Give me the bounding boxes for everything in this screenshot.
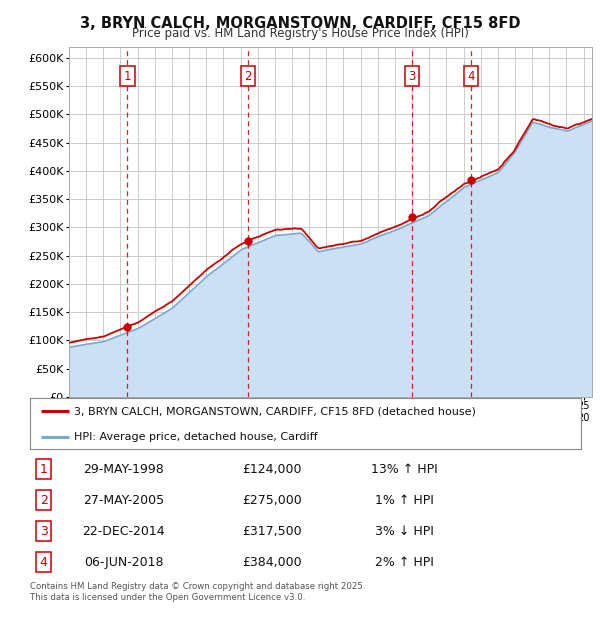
Text: 22-DEC-2014: 22-DEC-2014 (82, 525, 165, 538)
Text: 1: 1 (124, 70, 131, 83)
Text: 13% ↑ HPI: 13% ↑ HPI (371, 463, 438, 476)
Text: Contains HM Land Registry data © Crown copyright and database right 2025.: Contains HM Land Registry data © Crown c… (30, 582, 365, 591)
Text: £124,000: £124,000 (242, 463, 302, 476)
Text: £317,500: £317,500 (242, 525, 302, 538)
Text: 4: 4 (467, 70, 475, 83)
Text: 27-MAY-2005: 27-MAY-2005 (83, 494, 164, 507)
Text: Price paid vs. HM Land Registry's House Price Index (HPI): Price paid vs. HM Land Registry's House … (131, 27, 469, 40)
Text: 2: 2 (244, 70, 251, 83)
Text: 3: 3 (40, 525, 48, 538)
Text: 1: 1 (40, 463, 48, 476)
Text: HPI: Average price, detached house, Cardiff: HPI: Average price, detached house, Card… (74, 432, 317, 441)
Text: £275,000: £275,000 (242, 494, 302, 507)
Text: 29-MAY-1998: 29-MAY-1998 (83, 463, 164, 476)
Text: 3, BRYN CALCH, MORGANSTOWN, CARDIFF, CF15 8FD (detached house): 3, BRYN CALCH, MORGANSTOWN, CARDIFF, CF1… (74, 406, 476, 416)
Text: 1% ↑ HPI: 1% ↑ HPI (375, 494, 434, 507)
Text: 06-JUN-2018: 06-JUN-2018 (84, 556, 163, 569)
Text: This data is licensed under the Open Government Licence v3.0.: This data is licensed under the Open Gov… (30, 593, 305, 602)
Text: 2% ↑ HPI: 2% ↑ HPI (375, 556, 434, 569)
Text: 2: 2 (40, 494, 48, 507)
Text: 3% ↓ HPI: 3% ↓ HPI (375, 525, 434, 538)
Text: 4: 4 (40, 556, 48, 569)
Text: £384,000: £384,000 (242, 556, 302, 569)
Text: 3: 3 (408, 70, 415, 83)
Text: 3, BRYN CALCH, MORGANSTOWN, CARDIFF, CF15 8FD: 3, BRYN CALCH, MORGANSTOWN, CARDIFF, CF1… (80, 16, 520, 31)
